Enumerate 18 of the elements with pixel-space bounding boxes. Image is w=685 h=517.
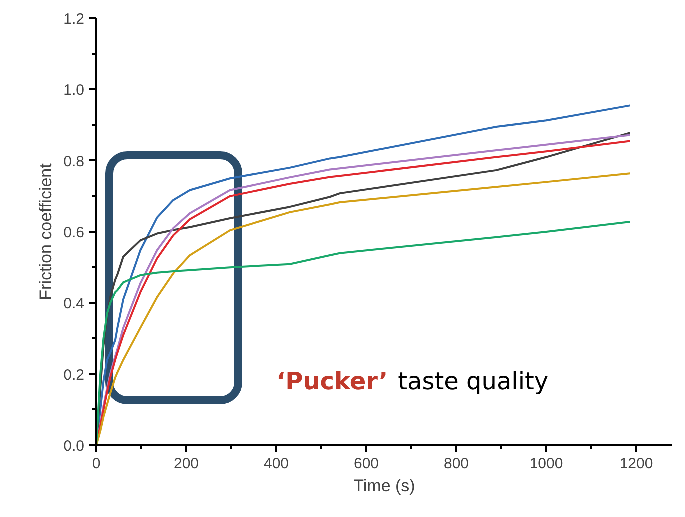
x-axis-title: Time (s) bbox=[354, 476, 416, 496]
y-tick-label: 1.2 bbox=[64, 11, 85, 28]
annotation: taste quality bbox=[398, 368, 549, 396]
y-tick-label: 0.4 bbox=[64, 296, 85, 313]
y-tick-label: 0.6 bbox=[64, 224, 85, 242]
x-tick-label: 400 bbox=[264, 456, 290, 472]
y-tick-label: 1.0 bbox=[64, 82, 85, 100]
y-tick-label: 0.2 bbox=[64, 366, 85, 384]
y-tick-label: 0.8 bbox=[64, 153, 85, 170]
x-tick-label: 1200 bbox=[620, 456, 654, 472]
y-axis-title: Friction coefficient bbox=[36, 163, 56, 300]
x-tick-label: 800 bbox=[444, 456, 470, 472]
annotation: ‘Pucker’ bbox=[276, 368, 388, 396]
x-tick-label: 1000 bbox=[530, 456, 564, 472]
x-tick-label: 600 bbox=[354, 456, 380, 472]
x-tick-label: 0 bbox=[92, 456, 101, 472]
x-tick-label: 200 bbox=[174, 456, 200, 472]
y-tick-label: 0.0 bbox=[64, 438, 85, 455]
